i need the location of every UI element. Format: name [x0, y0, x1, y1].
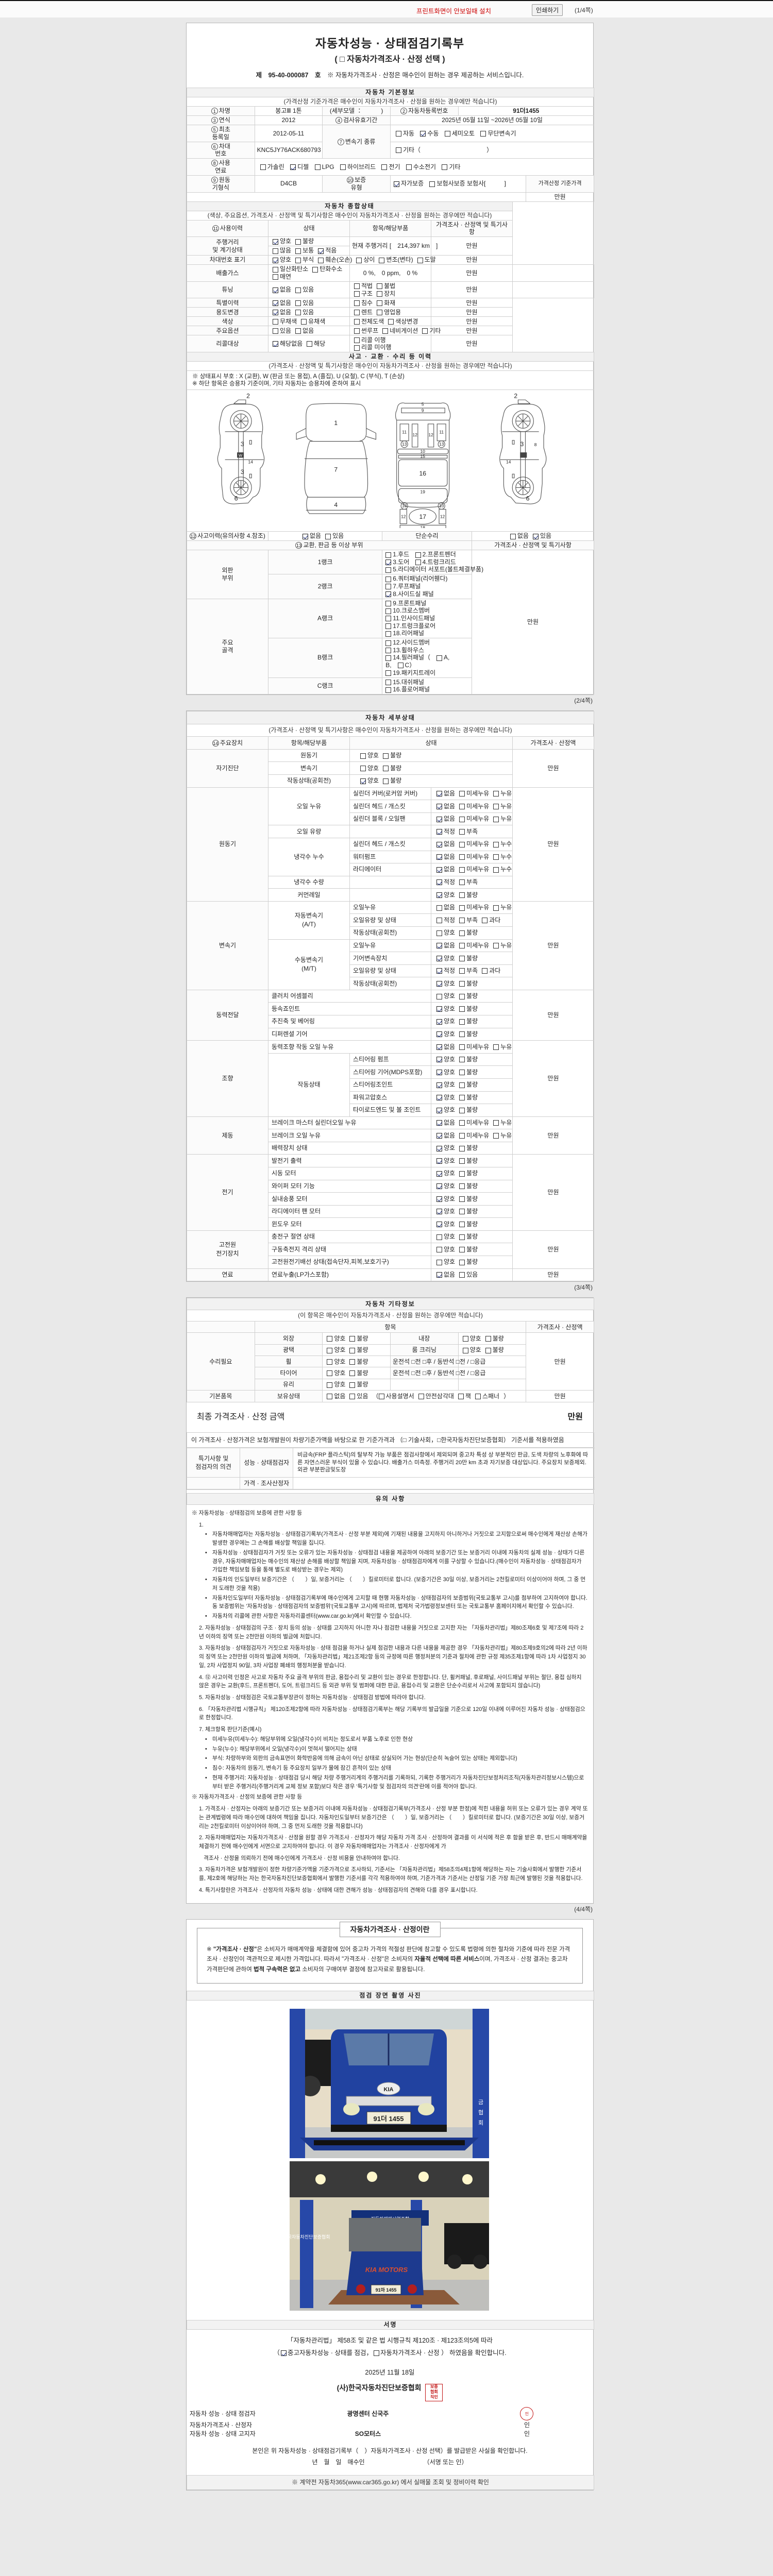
svg-text:7: 7 — [334, 466, 338, 473]
svg-text:2: 2 — [246, 393, 250, 399]
svg-text:16: 16 — [419, 470, 426, 477]
svg-text:17: 17 — [419, 513, 426, 520]
svg-text:2: 2 — [514, 393, 517, 399]
svg-text:금: 금 — [478, 2099, 483, 2106]
svg-text:13: 13 — [439, 442, 444, 447]
svg-text:3: 3 — [240, 440, 244, 448]
svg-text:3: 3 — [240, 468, 244, 476]
svg-text:8: 8 — [534, 442, 536, 447]
svg-text:W: W — [239, 453, 243, 458]
svg-text:18: 18 — [420, 525, 425, 528]
svg-text:13: 13 — [401, 442, 407, 447]
svg-text:12: 12 — [440, 514, 445, 519]
svg-text:6: 6 — [526, 495, 529, 502]
svg-text:KIA MOTORS: KIA MOTORS — [365, 2266, 408, 2274]
svg-text:한국자동차진단보증협회: 한국자동차진단보증협회 — [290, 2234, 330, 2240]
svg-text:19: 19 — [420, 489, 425, 495]
svg-text:15: 15 — [420, 453, 425, 459]
svg-text:12: 12 — [428, 432, 433, 437]
svg-text:12: 12 — [412, 432, 417, 437]
svg-text:11: 11 — [402, 430, 407, 435]
svg-text:KIA: KIA — [384, 2087, 394, 2093]
svg-text:9: 9 — [421, 408, 424, 413]
svg-text:11: 11 — [439, 430, 444, 435]
svg-text:91더 1455: 91더 1455 — [374, 2115, 404, 2123]
svg-text:4: 4 — [334, 501, 338, 509]
svg-text:5: 5 — [421, 401, 424, 406]
svg-text:14: 14 — [506, 460, 511, 465]
svg-text:X: X — [513, 453, 515, 458]
svg-text:12: 12 — [401, 514, 406, 519]
svg-text:91마 1455: 91마 1455 — [376, 2287, 397, 2293]
svg-text:1: 1 — [334, 419, 338, 427]
svg-text:협: 협 — [478, 2109, 483, 2116]
svg-text:6: 6 — [234, 495, 238, 502]
svg-text:14: 14 — [248, 460, 253, 465]
svg-text:13: 13 — [401, 503, 407, 509]
svg-text:회: 회 — [478, 2120, 483, 2126]
svg-text:13: 13 — [439, 503, 444, 509]
svg-text:3: 3 — [520, 440, 524, 448]
